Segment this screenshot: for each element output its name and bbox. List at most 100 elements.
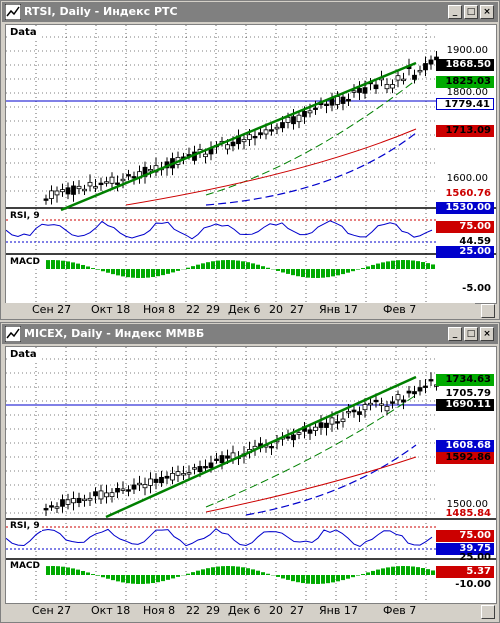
- chart-area[interactable]: Data RSI, 9 MACD 1500.00 1734.63 1705.79…: [5, 346, 497, 604]
- macd-bar: [221, 260, 225, 269]
- data-button[interactable]: Data: [8, 27, 39, 38]
- scroll-button[interactable]: [481, 304, 495, 318]
- macd-bar: [381, 568, 385, 575]
- macd-bar: [216, 566, 220, 575]
- macd-bar: [116, 575, 120, 582]
- rsi-label: RSI, 9: [8, 521, 42, 531]
- candle-body: [87, 181, 93, 187]
- macd-bar: [101, 575, 105, 578]
- macd-bar: [236, 566, 240, 575]
- candle-body: [346, 98, 351, 102]
- macd-bar: [316, 269, 320, 278]
- candle-body: [43, 508, 49, 511]
- macd-bar: [326, 575, 330, 584]
- macd-bar: [106, 269, 110, 273]
- macd-bar: [141, 269, 145, 278]
- candle-body: [87, 497, 93, 501]
- macd-bar: [111, 575, 115, 581]
- candle-body: [60, 499, 65, 507]
- macd-bar: [46, 566, 50, 575]
- date-label: Янв 17: [319, 303, 358, 316]
- candle-body: [247, 134, 252, 140]
- macd-bar: [46, 260, 50, 269]
- window-title: MICEX, Daily - Индекс ММВБ: [24, 327, 205, 340]
- axis-tick: 1600.00: [446, 173, 488, 184]
- macd-bar: [81, 264, 85, 269]
- macd-bar: [311, 575, 315, 584]
- macd-bar: [171, 269, 175, 273]
- date-label: 22: [186, 303, 200, 316]
- date-label: Сен 27: [32, 604, 72, 617]
- date-label: 27: [290, 303, 304, 316]
- close-icon[interactable]: ×: [480, 5, 494, 19]
- macd-bar: [346, 269, 350, 273]
- macd-bar: [166, 269, 170, 274]
- macd-bar: [126, 269, 130, 278]
- candle-body: [362, 87, 368, 94]
- macd-bar: [156, 575, 160, 583]
- close-icon[interactable]: ×: [480, 327, 494, 341]
- scroll-button[interactable]: [481, 605, 495, 619]
- candle-body: [357, 411, 362, 415]
- candle-body: [346, 411, 351, 414]
- macd-bar: [296, 269, 300, 277]
- macd-bar: [371, 264, 375, 269]
- titlebar[interactable]: RTSI, Daily - Индекс РТС _ □ ×: [2, 2, 498, 22]
- candle-body: [142, 484, 148, 489]
- candle-body: [197, 466, 203, 473]
- macd-bar: [341, 575, 345, 581]
- maximize-icon[interactable]: □: [464, 327, 478, 341]
- macd-label: MACD: [8, 561, 42, 571]
- macd-bar: [71, 262, 75, 269]
- candle-body: [335, 96, 340, 105]
- candle-body: [219, 455, 225, 464]
- date-label: 20: [269, 303, 283, 316]
- macd-bar: [291, 575, 295, 582]
- macd-value-label: 5.37: [436, 566, 494, 578]
- macd-bar: [246, 568, 250, 575]
- candle-body: [252, 135, 258, 139]
- price-chart-svg[interactable]: [6, 25, 496, 303]
- price-chart-svg[interactable]: [6, 347, 496, 603]
- macd-bar: [66, 567, 70, 575]
- candle-body: [126, 174, 131, 177]
- macd-bar: [256, 570, 260, 575]
- macd-bar: [331, 269, 335, 277]
- titlebar[interactable]: MICEX, Daily - Индекс ММВБ _ □ ×: [2, 324, 498, 344]
- macd-bar: [306, 269, 310, 278]
- date-label: 29: [206, 303, 220, 316]
- macd-bar: [161, 575, 165, 582]
- macd-bar: [346, 575, 350, 579]
- date-label: Окт 18: [91, 303, 131, 316]
- macd-bar: [216, 260, 220, 269]
- macd-bar: [296, 575, 300, 583]
- chart-app-icon: [5, 326, 21, 342]
- candle-body: [390, 84, 395, 89]
- macd-bar: [376, 263, 380, 269]
- macd-bar: [126, 575, 130, 584]
- macd-bar: [206, 262, 210, 269]
- macd-bar: [341, 269, 345, 275]
- macd-bar: [336, 269, 340, 276]
- macd-bar: [326, 269, 330, 278]
- minimize-icon[interactable]: _: [448, 327, 462, 341]
- maximize-icon[interactable]: □: [464, 5, 478, 19]
- minimize-icon[interactable]: _: [448, 5, 462, 19]
- candle-body: [329, 417, 335, 425]
- macd-bar: [146, 575, 150, 584]
- candle-body: [137, 482, 142, 486]
- candle-body: [291, 116, 296, 125]
- macd-bar: [321, 575, 325, 584]
- date-axis: Сен 27 Окт 18 Ноя 8 22 29 Дек 6 20 27 Ян…: [5, 303, 475, 319]
- candle-body: [313, 107, 318, 110]
- chart-area[interactable]: Data RSI, 9 MACD 1900.00 1800.00 1600.00…: [5, 24, 497, 304]
- candle-body: [395, 75, 401, 81]
- candle-body: [225, 455, 230, 459]
- candle-body: [412, 391, 417, 395]
- macd-bar: [251, 569, 255, 575]
- data-button[interactable]: Data: [8, 349, 39, 360]
- macd-bar: [396, 566, 400, 575]
- candle-body: [263, 129, 269, 135]
- candle-body: [285, 436, 291, 439]
- macd-level-label: -10.00: [455, 579, 491, 590]
